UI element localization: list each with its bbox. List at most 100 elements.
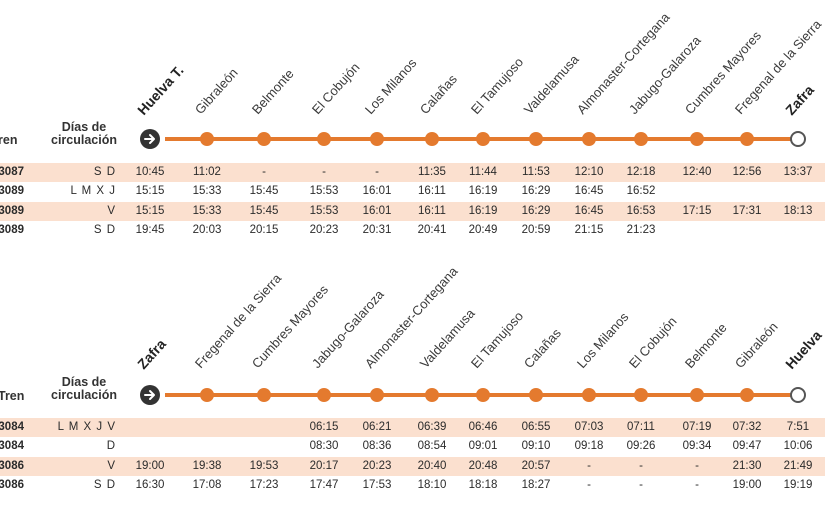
time-cell: 11:53	[522, 166, 550, 178]
time-cell: 16:11	[418, 185, 446, 198]
time-cell: 06:55	[521, 421, 551, 433]
station-label-zafra: Zafra	[782, 81, 817, 118]
time-cell: 12:18	[626, 166, 656, 178]
station-dot-almonaster-cortegana	[582, 132, 596, 146]
station-label-los-milanos: Los Milanos	[573, 309, 632, 371]
time-cell: 16:11	[418, 204, 446, 217]
table-row: 3084 L M X J V 06:15 06:21 06:39 06:46 06:55 07…	[0, 418, 825, 437]
time-cell: 09:10	[521, 440, 551, 453]
operating-days: L M X J	[70, 185, 116, 198]
time-cell: 18:13	[783, 204, 813, 217]
station-dot-almonaster-cortegana	[370, 388, 384, 402]
station-dot-jabugo-galaroza	[634, 132, 648, 146]
station-dot-el-tamujoso	[476, 132, 490, 146]
station-label-el-tamujoso: El Tamujoso	[467, 54, 527, 117]
train-number: 3089	[0, 223, 24, 236]
station-dot-cumbres-mayores	[257, 388, 271, 402]
time-cell: -	[322, 166, 326, 178]
time-cell: -	[375, 166, 379, 178]
station-label-zafra: Zafra	[134, 335, 169, 372]
table-row: 3089 S D 19:45 20:03 20:15 20:23 20:31 20:41 20:…	[0, 221, 825, 240]
time-cell: 20:40	[417, 459, 447, 472]
station-dot-gibraleon	[200, 132, 214, 146]
time-cell: 11:02	[193, 166, 221, 178]
time-cell: 20:23	[362, 459, 392, 472]
station-dot-el-cobujon	[317, 132, 331, 146]
time-cell: 20:49	[468, 223, 498, 236]
time-cell: 19:00	[135, 459, 165, 472]
time-cell: -	[639, 459, 643, 472]
train-number: 3084	[0, 440, 24, 453]
train-number: 3086	[0, 459, 24, 472]
dias-column-header: Días de circulación	[44, 121, 124, 147]
station-label-los-milanos: Los Milanos	[361, 55, 420, 117]
operating-days: D	[106, 440, 116, 453]
train-number: 3089	[0, 185, 24, 198]
time-cell: 15:45	[249, 185, 279, 198]
time-cell: 20:59	[521, 223, 551, 236]
station-label-huelva-t: Huelva T.	[134, 62, 187, 118]
station-label-gibraleon: Gibraleón	[731, 319, 781, 371]
station-dot-valdelamusa	[529, 132, 543, 146]
station-label-el-tamujoso: El Tamujoso	[467, 308, 527, 371]
time-cell: 21:23	[626, 223, 656, 236]
time-cell: 20:57	[521, 459, 551, 472]
time-cell: 16:01	[362, 204, 392, 217]
time-cell: 10:06	[783, 440, 813, 453]
time-cell: 08:54	[417, 440, 447, 453]
time-cell: 15:33	[192, 185, 222, 198]
dias-label-line1: Días de	[61, 375, 107, 389]
time-cell: 17:31	[732, 204, 762, 217]
time-cell: -	[639, 478, 643, 491]
dias-column-header: Días de circulación	[44, 376, 124, 402]
time-cell: 20:48	[468, 459, 498, 472]
time-cell: 16:01	[362, 185, 392, 198]
time-cell: 21:15	[574, 223, 604, 236]
station-dot-calanas	[529, 388, 543, 402]
station-dot-zafra	[790, 131, 806, 147]
station-dot-jabugo-galaroza	[317, 388, 331, 402]
time-cell: 15:15	[135, 204, 165, 217]
station-label-gibraleon: Gibraleón	[191, 65, 241, 117]
time-cell: -	[587, 459, 591, 472]
time-cell: 19:19	[783, 478, 813, 491]
station-dot-valdelamusa	[425, 388, 439, 402]
station-label-calanas: Calañas	[520, 325, 564, 371]
time-cell: -	[695, 459, 699, 472]
station-dot-gibraleon	[740, 388, 754, 402]
train-number: 3089	[0, 204, 24, 217]
table-row: 3086 S D 16:30 17:08 17:23 17:47 17:53 18:10 18:…	[0, 476, 825, 495]
time-cell: -	[587, 478, 591, 491]
dias-label-line2: circulación	[51, 133, 117, 147]
time-cell: 20:03	[192, 223, 222, 236]
time-cell: 7:51	[786, 421, 810, 433]
time-cell: 18:18	[468, 478, 498, 491]
time-cell: 07:03	[574, 421, 604, 433]
station-label-almonaster-cortegana: Almonaster-Cortegana	[361, 263, 461, 371]
operating-days: S D	[93, 166, 116, 178]
station-label-belmonte: Belmonte	[681, 320, 730, 371]
outbound-timetable: ren Días de circulación Huelva T. Gibrale…	[0, 0, 825, 250]
station-dot-belmonte	[257, 132, 271, 146]
time-cell: 16:29	[521, 185, 551, 198]
table-row: 3089 L M X J 15:15 15:33 15:45 15:53 16:01 16:1…	[0, 182, 825, 201]
time-cell: 16:45	[574, 185, 604, 198]
time-cell: 15:53	[309, 204, 339, 217]
time-cell: 17:23	[249, 478, 279, 491]
time-cell: 07:11	[627, 421, 655, 433]
time-cell: 18:27	[521, 478, 551, 491]
time-cell: 10:45	[135, 166, 165, 178]
time-cell: 16:30	[135, 478, 165, 491]
time-cell: 19:53	[249, 459, 279, 472]
station-label-fregenal-de-la-sierra: Fregenal de la Sierra	[731, 16, 825, 117]
train-number: 3086	[0, 478, 24, 491]
arrow-right-icon	[140, 385, 160, 405]
time-cell: 16:53	[626, 204, 656, 217]
time-cell: 20:15	[249, 223, 279, 236]
time-cell: 12:56	[732, 166, 762, 178]
time-cell: 21:49	[783, 459, 813, 472]
arrow-right-icon	[140, 129, 160, 149]
station-dot-el-tamujoso	[476, 388, 490, 402]
time-cell: 09:34	[682, 440, 712, 453]
time-cell: 11:35	[418, 166, 446, 178]
